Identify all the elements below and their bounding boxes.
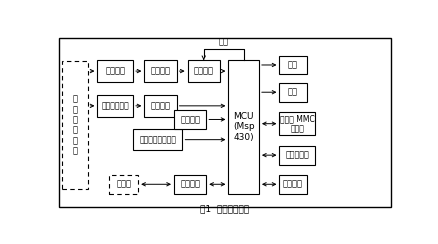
Bar	[279, 83, 306, 102]
Text: 电源模块: 电源模块	[180, 115, 200, 124]
Text: 某
型
工
程
机
械: 某 型 工 程 机 械	[72, 95, 78, 156]
Text: 计算机: 计算机	[116, 180, 131, 189]
Bar	[97, 60, 133, 82]
Bar	[133, 129, 182, 151]
Text: 高容量 MMC
存贮卡: 高容量 MMC 存贮卡	[279, 114, 314, 133]
Text: 液晶: 液晶	[287, 61, 297, 70]
Bar	[279, 112, 314, 135]
Text: 传感器组: 传感器组	[105, 67, 125, 76]
Text: 键盘: 键盘	[287, 88, 297, 97]
Text: 信号转换接口: 信号转换接口	[101, 101, 129, 110]
Bar	[173, 175, 206, 194]
Bar	[144, 95, 176, 117]
Bar	[228, 60, 258, 194]
Bar	[97, 95, 133, 117]
Bar	[144, 60, 176, 82]
Text: 故障诊断专家系统: 故障诊断专家系统	[139, 135, 176, 144]
Text: 测试部件: 测试部件	[150, 67, 170, 76]
Bar	[109, 175, 138, 194]
Bar	[279, 56, 306, 74]
Text: 控制: 控制	[218, 37, 228, 46]
Text: 通信接口: 通信接口	[180, 180, 200, 189]
Text: 通信接口: 通信接口	[193, 67, 213, 76]
Bar	[279, 146, 314, 164]
Text: 图1  系统硬件组成: 图1 系统硬件组成	[200, 204, 249, 214]
Text: MCU
(Msp
430): MCU (Msp 430)	[232, 112, 254, 142]
Text: 数据库管理: 数据库管理	[285, 151, 308, 160]
Text: 信号调理: 信号调理	[150, 101, 170, 110]
Text: 实时时钟: 实时时钟	[283, 180, 302, 189]
Bar	[173, 110, 206, 129]
Bar	[62, 61, 88, 189]
Bar	[187, 60, 219, 82]
Bar	[279, 175, 306, 194]
